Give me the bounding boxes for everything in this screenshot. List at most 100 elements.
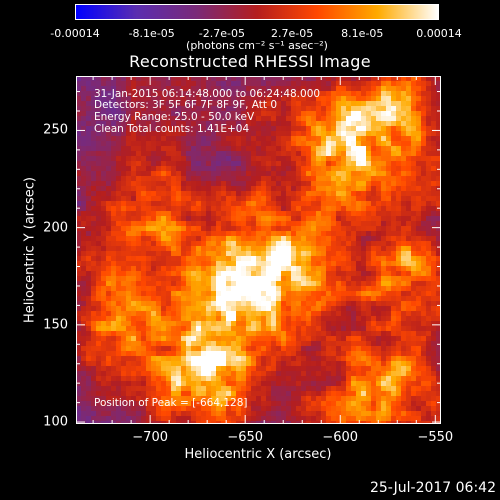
heatmap-cell bbox=[311, 251, 317, 257]
heatmap-cell bbox=[211, 401, 217, 407]
heatmap-cell bbox=[401, 356, 407, 362]
heatmap-cell bbox=[366, 366, 372, 372]
heatmap-cell bbox=[416, 291, 422, 297]
heatmap-cell bbox=[126, 256, 132, 262]
heatmap-cell bbox=[361, 281, 367, 287]
heatmap-cell bbox=[306, 151, 312, 157]
heatmap-cell bbox=[361, 211, 367, 217]
heatmap-cell bbox=[91, 416, 97, 422]
heatmap-cell bbox=[391, 231, 397, 237]
heatmap-cell bbox=[261, 396, 267, 402]
heatmap-cell bbox=[361, 81, 367, 87]
heatmap-cell bbox=[116, 201, 122, 207]
heatmap-cell bbox=[156, 241, 162, 247]
heatmap-cell bbox=[301, 146, 307, 152]
heatmap-cell bbox=[76, 416, 82, 422]
heatmap-cell bbox=[336, 101, 342, 107]
heatmap-cell bbox=[321, 316, 327, 322]
heatmap-cell bbox=[141, 91, 147, 97]
heatmap-cell bbox=[116, 176, 122, 182]
heatmap-cell bbox=[96, 406, 102, 412]
heatmap-cell bbox=[201, 221, 207, 227]
heatmap-cell bbox=[256, 286, 262, 292]
heatmap-cell bbox=[341, 116, 347, 122]
heatmap-cell bbox=[281, 341, 287, 347]
heatmap-cell bbox=[256, 281, 262, 287]
heatmap-cell bbox=[76, 256, 82, 262]
heatmap-cell bbox=[176, 166, 182, 172]
heatmap-cell bbox=[386, 371, 392, 377]
heatmap-cell bbox=[166, 111, 172, 117]
heatmap-cell bbox=[156, 161, 162, 167]
heatmap-cell bbox=[116, 76, 122, 82]
heatmap-cell bbox=[346, 136, 352, 142]
heatmap-cell bbox=[211, 296, 217, 302]
heatmap-cell bbox=[286, 161, 292, 167]
heatmap-cell bbox=[96, 246, 102, 252]
heatmap-cell bbox=[326, 361, 332, 367]
heatmap-cell bbox=[251, 281, 257, 287]
heatmap-cell bbox=[321, 146, 327, 152]
heatmap-cell bbox=[246, 351, 252, 357]
heatmap-cell bbox=[351, 121, 357, 127]
heatmap-cell bbox=[366, 376, 372, 382]
heatmap-cell bbox=[211, 251, 217, 257]
heatmap-cell bbox=[426, 111, 432, 117]
heatmap-cell bbox=[416, 171, 422, 177]
heatmap-cell bbox=[306, 316, 312, 322]
heatmap-cell bbox=[131, 331, 137, 337]
heatmap-cell bbox=[316, 261, 322, 267]
heatmap-cell bbox=[391, 321, 397, 327]
heatmap-cell bbox=[151, 86, 157, 92]
heatmap-cell bbox=[396, 366, 402, 372]
heatmap-cell bbox=[386, 351, 392, 357]
heatmap-cell bbox=[301, 361, 307, 367]
heatmap-cell bbox=[311, 111, 317, 117]
heatmap-cell bbox=[236, 141, 242, 147]
heatmap-cell bbox=[206, 371, 212, 377]
heatmap-cell bbox=[76, 116, 82, 122]
heatmap-cell bbox=[396, 376, 402, 382]
heatmap-cell bbox=[421, 171, 427, 177]
heatmap-cell bbox=[111, 326, 117, 332]
heatmap-cell bbox=[266, 176, 272, 182]
heatmap-cell bbox=[356, 296, 362, 302]
heatmap-cell bbox=[411, 196, 417, 202]
heatmap-cell bbox=[326, 321, 332, 327]
heatmap-cell bbox=[311, 161, 317, 167]
heatmap-cell bbox=[196, 301, 202, 307]
heatmap-cell bbox=[316, 131, 322, 137]
heatmap-cell bbox=[431, 401, 437, 407]
heatmap-cell bbox=[211, 336, 217, 342]
heatmap-cell bbox=[146, 241, 152, 247]
heatmap-cell bbox=[421, 96, 427, 102]
heatmap-cell bbox=[171, 181, 177, 187]
heatmap-cell bbox=[316, 116, 322, 122]
heatmap-cell bbox=[351, 86, 357, 92]
heatmap-cell bbox=[116, 371, 122, 377]
heatmap-cell bbox=[86, 376, 92, 382]
heatmap-cell bbox=[326, 366, 332, 372]
heatmap-cell bbox=[271, 211, 277, 217]
heatmap-cell bbox=[386, 131, 392, 137]
heatmap-cell bbox=[116, 121, 122, 127]
heatmap-cell bbox=[241, 286, 247, 292]
heatmap-cell bbox=[136, 296, 142, 302]
heatmap-cell bbox=[316, 406, 322, 412]
heatmap-cell bbox=[76, 241, 82, 247]
heatmap-cell bbox=[316, 91, 322, 97]
heatmap-cell bbox=[236, 361, 242, 367]
heatmap-cell bbox=[271, 116, 277, 122]
heatmap-cell bbox=[411, 306, 417, 312]
heatmap-cell bbox=[276, 166, 282, 172]
heatmap-cell bbox=[276, 276, 282, 282]
heatmap-cell bbox=[281, 286, 287, 292]
heatmap-cell bbox=[341, 181, 347, 187]
heatmap-cell bbox=[371, 221, 377, 227]
heatmap-cell bbox=[311, 301, 317, 307]
heatmap-cell bbox=[411, 106, 417, 112]
heatmap-cell bbox=[371, 346, 377, 352]
heatmap-cell bbox=[266, 411, 272, 417]
heatmap-cell bbox=[361, 356, 367, 362]
heatmap-cell bbox=[261, 256, 267, 262]
